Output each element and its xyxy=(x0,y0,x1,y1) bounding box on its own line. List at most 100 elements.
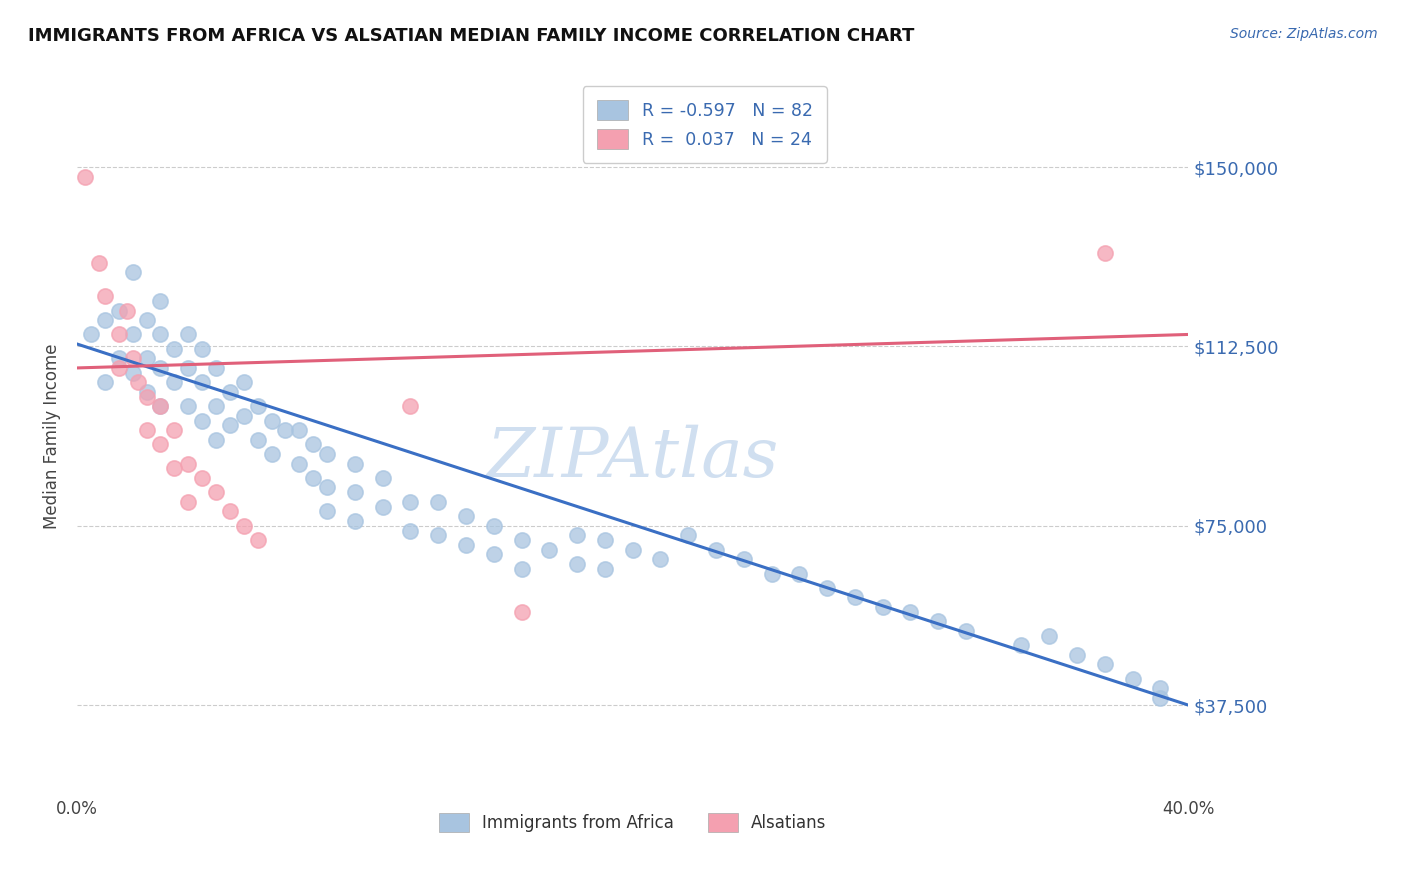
Point xyxy=(94,376,117,390)
Point xyxy=(177,360,200,375)
Point xyxy=(191,413,214,427)
Point xyxy=(427,495,450,509)
Point xyxy=(676,528,699,542)
Point xyxy=(163,376,186,390)
Point xyxy=(75,169,97,184)
Point xyxy=(121,366,143,380)
Point xyxy=(1011,638,1033,652)
Point xyxy=(288,423,311,437)
Point xyxy=(510,605,533,619)
Point xyxy=(205,433,228,447)
Y-axis label: Median Family Income: Median Family Income xyxy=(44,343,60,529)
Point xyxy=(232,376,254,390)
Point xyxy=(135,390,157,404)
Point xyxy=(565,528,588,542)
Point xyxy=(427,528,450,542)
Point xyxy=(121,265,143,279)
Point xyxy=(135,313,157,327)
Point xyxy=(454,509,477,524)
Point xyxy=(593,533,616,547)
Point xyxy=(1094,246,1116,260)
Point xyxy=(246,533,269,547)
Point xyxy=(191,342,214,356)
Point xyxy=(149,293,172,308)
Point xyxy=(218,418,240,433)
Point xyxy=(205,485,228,500)
Point xyxy=(316,504,339,518)
Point xyxy=(163,423,186,437)
Point xyxy=(844,591,866,605)
Point xyxy=(115,303,138,318)
Point xyxy=(343,485,366,500)
Point xyxy=(787,566,810,581)
Point xyxy=(149,437,172,451)
Point xyxy=(565,557,588,571)
Point xyxy=(94,289,117,303)
Text: IMMIGRANTS FROM AFRICA VS ALSATIAN MEDIAN FAMILY INCOME CORRELATION CHART: IMMIGRANTS FROM AFRICA VS ALSATIAN MEDIA… xyxy=(28,27,914,45)
Point xyxy=(149,399,172,413)
Point xyxy=(955,624,977,638)
Point xyxy=(191,376,214,390)
Point xyxy=(621,542,644,557)
Point xyxy=(371,471,394,485)
Point xyxy=(927,615,949,629)
Point xyxy=(482,518,505,533)
Point xyxy=(704,542,727,557)
Point xyxy=(650,552,672,566)
Point xyxy=(107,360,129,375)
Point xyxy=(260,447,283,461)
Point xyxy=(149,399,172,413)
Point xyxy=(135,423,157,437)
Point xyxy=(399,495,422,509)
Point xyxy=(177,327,200,342)
Point xyxy=(218,384,240,399)
Point xyxy=(733,552,755,566)
Point xyxy=(246,399,269,413)
Point xyxy=(343,514,366,528)
Point xyxy=(761,566,783,581)
Point xyxy=(163,461,186,475)
Point xyxy=(177,399,200,413)
Point xyxy=(316,480,339,494)
Point xyxy=(205,399,228,413)
Point xyxy=(1094,657,1116,672)
Point xyxy=(1122,672,1144,686)
Point xyxy=(1038,629,1060,643)
Point xyxy=(80,327,103,342)
Point xyxy=(163,342,186,356)
Point xyxy=(454,538,477,552)
Point xyxy=(191,471,214,485)
Point xyxy=(1149,690,1171,705)
Point xyxy=(205,360,228,375)
Point xyxy=(127,376,149,390)
Point xyxy=(343,457,366,471)
Point xyxy=(1066,648,1088,662)
Point xyxy=(260,413,283,427)
Point xyxy=(149,360,172,375)
Point xyxy=(107,303,129,318)
Point xyxy=(371,500,394,514)
Point xyxy=(107,327,129,342)
Point xyxy=(510,562,533,576)
Text: Source: ZipAtlas.com: Source: ZipAtlas.com xyxy=(1230,27,1378,41)
Point xyxy=(232,409,254,423)
Text: ZIPAtlas: ZIPAtlas xyxy=(486,425,779,491)
Point xyxy=(399,399,422,413)
Point xyxy=(815,581,838,595)
Point xyxy=(246,433,269,447)
Point xyxy=(94,313,117,327)
Point xyxy=(316,447,339,461)
Point xyxy=(302,437,325,451)
Point xyxy=(510,533,533,547)
Point xyxy=(218,504,240,518)
Point xyxy=(135,384,157,399)
Point xyxy=(274,423,297,437)
Point xyxy=(121,327,143,342)
Point xyxy=(135,351,157,366)
Point xyxy=(482,548,505,562)
Point xyxy=(288,457,311,471)
Point xyxy=(232,518,254,533)
Point xyxy=(538,542,561,557)
Point xyxy=(593,562,616,576)
Point xyxy=(107,351,129,366)
